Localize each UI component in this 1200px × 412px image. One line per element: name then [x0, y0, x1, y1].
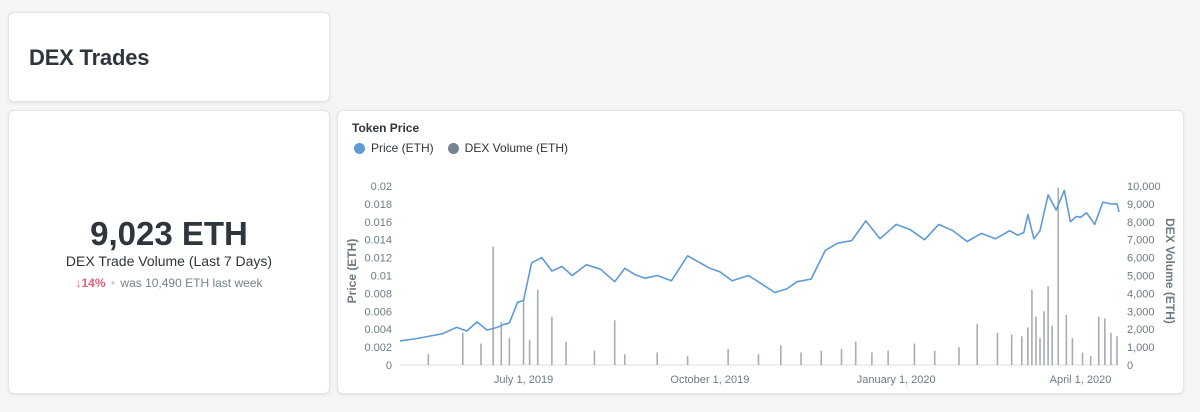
volume-bar: [551, 316, 553, 365]
volume-bar: [1110, 332, 1112, 365]
volume-bar: [1057, 187, 1060, 365]
volume-bar: [1104, 318, 1106, 365]
volume-bar: [996, 332, 999, 365]
volume-bar: [593, 350, 596, 365]
volume-bar: [1051, 325, 1053, 365]
separator-dot: •: [110, 276, 116, 290]
volume-bar: [624, 354, 626, 365]
y-left-tick-label: 0.02: [371, 181, 392, 193]
volume-bar: [1081, 352, 1084, 365]
chart-plot[interactable]: 0 0.002 0.004 0.006 0.008 0.01 0.012 0.014 0.016…: [338, 111, 1185, 395]
volume-bar: [1043, 311, 1045, 365]
dashboard-title: DEX Trades: [29, 45, 150, 70]
y-left-tick-label: 0.01: [371, 270, 392, 282]
previous-period: last week: [212, 276, 263, 290]
volume-bar: [958, 347, 960, 365]
volume-bar: [1039, 338, 1041, 365]
volume-bar: [933, 350, 936, 365]
y-right-tick-label: 8,000: [1127, 217, 1155, 229]
legend-swatch-price: [354, 142, 365, 154]
volume-bar: [887, 350, 889, 365]
volume-bar: [1097, 316, 1100, 365]
volume-bar: [1035, 316, 1037, 365]
arrow-down-icon: ↓: [75, 276, 82, 290]
legend-item-price[interactable]: Price (ETH): [354, 141, 434, 155]
volume-bar: [1116, 336, 1118, 365]
y-right-tick-label: 5,000: [1127, 270, 1155, 282]
y-right-tick-label: 0: [1127, 360, 1133, 372]
y-left-tick-label: 0.014: [364, 235, 392, 247]
scalar-title[interactable]: DEX Trade Volume (Last 7 Days): [65, 253, 273, 269]
volume-bar: [976, 323, 979, 365]
y-right-tick-label: 2,000: [1127, 324, 1155, 336]
volume-bar: [757, 354, 760, 365]
change-percent: 14%: [81, 276, 106, 290]
y-left-tick-label: 0.004: [364, 324, 392, 336]
volume-bar: [565, 341, 567, 365]
volume-bar: [840, 348, 843, 365]
y-left-tick-label: 0.018: [364, 199, 392, 211]
scalar-value: 9,023 ETH: [90, 215, 248, 252]
chart-title[interactable]: Token Price: [352, 121, 420, 135]
volume-bar: [800, 352, 802, 365]
y-right-axis-label: DEX Volume (ETH): [1163, 218, 1177, 324]
volume-bar: [528, 339, 531, 365]
dashboard-title-card: DEX Trades: [8, 12, 330, 102]
volume-bar: [508, 338, 511, 365]
volume-bar: [536, 289, 539, 365]
volume-bar: [1010, 334, 1013, 365]
volume-bar: [779, 345, 782, 365]
y-left-tick-label: 0.002: [364, 342, 392, 354]
volume-bar: [727, 348, 729, 365]
y-right-tick-label: 3,000: [1127, 306, 1155, 318]
legend-item-volume[interactable]: DEX Volume (ETH): [447, 141, 569, 155]
y-right-tick-label: 7,000: [1127, 235, 1155, 247]
volume-bar: [492, 246, 494, 365]
volume-bar: [461, 332, 464, 365]
x-tick-label: April 1, 2020: [1050, 374, 1112, 386]
volume-bar: [1065, 314, 1068, 365]
y-right-tick-label: 1,000: [1127, 342, 1155, 354]
y-right-tick-label: 4,000: [1127, 288, 1155, 300]
volume-bar: [1071, 338, 1074, 365]
legend-swatch-volume: [447, 142, 459, 154]
scalar-card[interactable]: 9,023 ETH DEX Trade Volume (Last 7 Days)…: [8, 110, 330, 394]
price-line[interactable]: [399, 189, 1120, 342]
x-tick-label: January 1, 2020: [857, 374, 936, 386]
y-left-tick-label: 0: [386, 360, 392, 372]
volume-bar: [871, 352, 873, 365]
scalar-comparison: ↓14% • was 10,490 ETH last week: [9, 276, 329, 290]
volume-bar: [820, 350, 823, 365]
chart-card[interactable]: Token Price Price (ETH) DEX Volume (ETH)…: [337, 110, 1184, 394]
volume-bar: [1089, 356, 1092, 365]
y-right-tick-label: 9,000: [1127, 199, 1155, 211]
volume-bar: [1027, 327, 1029, 365]
volume-bar: [1031, 289, 1033, 365]
y-right-tick-label: 10,000: [1127, 181, 1161, 193]
volume-bar: [480, 343, 482, 365]
chart-legend: Price (ETH) DEX Volume (ETH): [354, 141, 568, 155]
volume-bar: [522, 300, 525, 365]
volume-bar: [500, 322, 503, 365]
legend-label-volume: DEX Volume (ETH): [464, 141, 569, 155]
volume-bar: [1047, 286, 1049, 365]
volume-bar: [854, 341, 857, 365]
volume-bar: [686, 356, 689, 365]
y-right-tick-label: 6,000: [1127, 253, 1155, 265]
y-left-tick-label: 0.016: [364, 217, 392, 229]
volume-bar: [1020, 336, 1023, 365]
volume-bar: [427, 354, 430, 365]
x-tick-label: July 1, 2019: [494, 374, 553, 386]
legend-label-price: Price (ETH): [371, 141, 434, 155]
y-left-axis-label: Price (ETH): [345, 239, 359, 304]
volume-bar: [913, 343, 916, 365]
y-left-tick-label: 0.006: [364, 306, 392, 318]
previous-value: was 10,490 ETH: [120, 276, 210, 290]
x-tick-label: October 1, 2019: [670, 374, 749, 386]
volume-bar: [613, 320, 616, 365]
y-left-tick-label: 0.012: [364, 253, 392, 265]
y-left-tick-label: 0.008: [364, 288, 392, 300]
volume-bar: [656, 352, 659, 365]
